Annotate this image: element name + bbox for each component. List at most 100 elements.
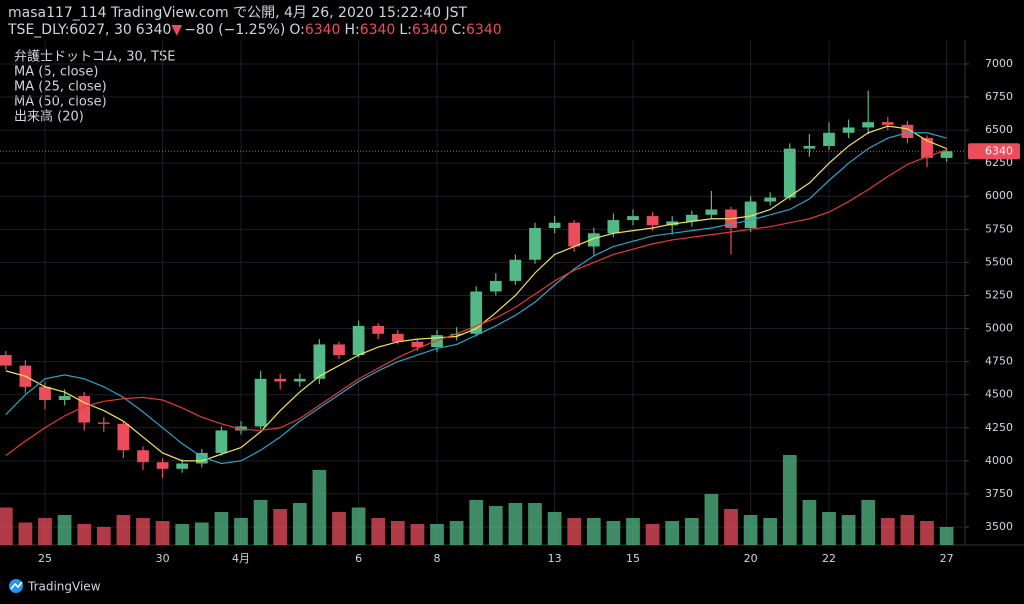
last-price-tag [968,143,1020,160]
legend-entry: MA (50, close) [14,95,107,110]
quote-ohlc-label: O: [289,22,305,38]
candle-body [313,344,326,379]
y-tick-label: 4500 [985,388,1013,401]
quote-last: 6340 [136,22,172,38]
chart-title: masa117_114 TradingView.com で公開, 4月 26, … [8,5,467,21]
volume-bar [234,518,248,545]
volume-bar [273,509,288,545]
volume-bar [175,524,190,545]
y-tick-label: 4750 [985,355,1013,368]
volume-bar [136,518,150,545]
volume-bar [743,515,758,545]
volume-bar [782,455,797,545]
candle-body [0,355,12,366]
volume-bar [920,521,934,545]
quote-ohlc-label: C: [452,22,467,38]
volume-bar [351,507,366,545]
logo-glyph [10,581,23,590]
legend-symbol: 弁護士ドットコム, 30, TSE [14,49,175,65]
y-tick-label: 6750 [985,90,1013,103]
candle-body [705,209,718,215]
x-tick-label: 8 [434,552,441,565]
candle-body [823,132,835,146]
volume-bar [116,515,131,545]
y-tick-label: 4250 [985,421,1013,434]
brand: TradingView [27,580,101,594]
candle-body [470,291,483,334]
volume-bar [841,515,856,545]
volume-bar [390,521,405,545]
volume-bar [704,494,719,545]
x-tick-label: 4月 [232,552,250,565]
volume-bar [18,522,33,545]
volume-bar [567,518,582,545]
candle-body [215,430,228,453]
quote-ohlc-value: 6340 [412,22,448,38]
footer-logo: TradingView [9,579,101,594]
quote-symbol: TSE_DLY:6027, 30 [7,22,132,38]
candle-body [97,422,110,424]
legend-entry: MA (5, close) [14,65,98,80]
volume-bar [469,500,484,545]
candle-body [921,138,933,158]
y-tick-label: 3750 [985,487,1013,500]
candle-body [744,201,757,229]
quote-ohlc-label: H: [344,22,359,38]
x-tick-label: 20 [744,552,758,565]
candle-body [666,221,679,226]
candle-body [176,463,189,469]
ma-line [5,149,947,457]
candle-body [842,127,855,133]
candle-body [627,216,639,221]
volume-bar [900,515,915,545]
candle-body [783,148,796,198]
y-tick-label: 6500 [985,123,1013,136]
volume-bar [57,515,72,545]
volume-bar [194,522,209,545]
candle-body [450,333,463,336]
candle-body [509,259,522,281]
candle-body [293,378,306,382]
candle-body [881,122,894,125]
candle-body [274,378,287,382]
x-tick-label: 22 [822,552,836,565]
candle-body [901,124,914,139]
y-tick-label: 6000 [985,189,1013,202]
candle-body [235,426,247,431]
candle-body [117,423,130,451]
volume-bar [449,521,464,545]
y-tick-label: 6250 [985,156,1013,169]
legend-volume: 出来高 (20) [14,109,84,125]
volume-bar [77,524,92,545]
volume-bar [684,518,699,545]
volume-bar [312,470,327,545]
x-tick-label: 13 [548,552,562,565]
last-price-label: 6340 [985,144,1013,157]
candle-body [137,450,149,463]
volume-bar [214,512,229,545]
y-tick-label: 3500 [985,520,1013,533]
volume-bar [763,518,778,545]
y-tick-label: 5000 [985,322,1013,335]
volume-bar [586,518,601,545]
y-tick-label: 5750 [985,222,1013,235]
volume-bar [292,503,307,545]
volume-bar [606,521,621,545]
volume-bar [371,518,386,545]
x-tick-label: 6 [355,552,362,565]
candle-body [803,145,816,149]
candle-body [548,222,561,229]
volume-bar [939,527,954,545]
volume-bar [724,509,738,545]
volume-bar [861,500,876,545]
quote-ohlc-value: 6340 [466,22,502,38]
y-tick-label: 5500 [985,255,1013,268]
volume-bar [822,512,836,545]
legend-entry: MA (25, close) [14,80,107,95]
volume-bar [880,518,895,545]
candle-body [568,222,581,247]
quote-change: −80 (−1.25%) [184,22,285,38]
volume-bar [332,512,346,545]
